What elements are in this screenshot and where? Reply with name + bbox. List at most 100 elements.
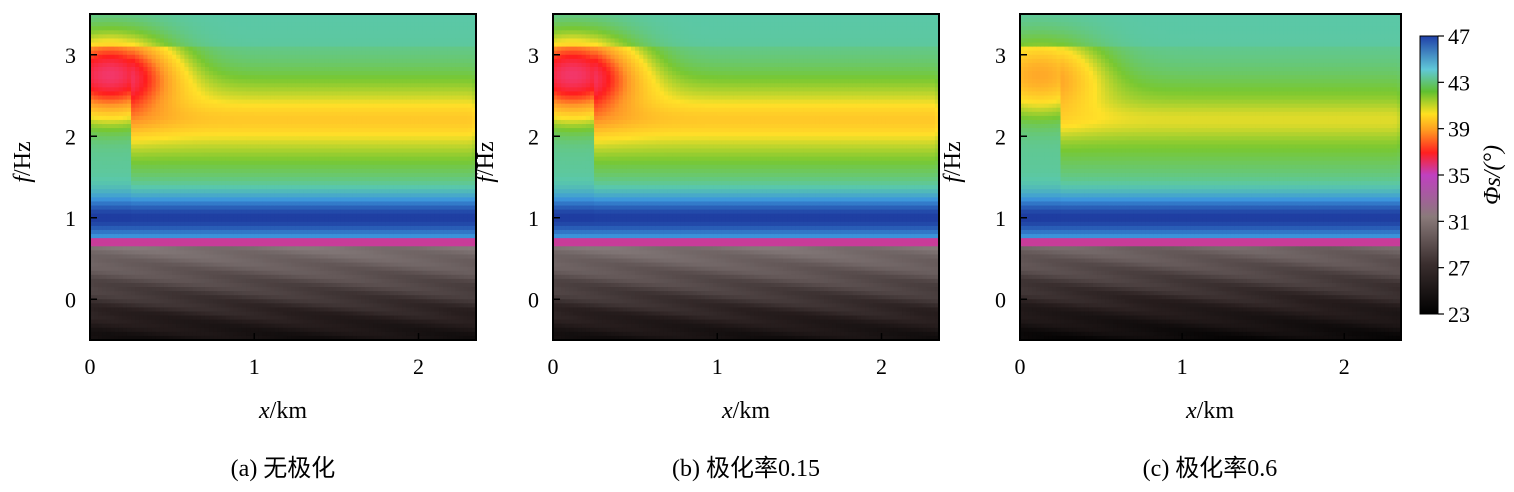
heatmap-cell [324, 291, 329, 296]
heatmap-cell [192, 62, 198, 68]
heatmap-cell [139, 62, 144, 68]
heatmap-cell [209, 71, 214, 76]
heatmap-cell [270, 34, 276, 40]
heatmap-cell [131, 62, 136, 68]
heatmap-cell [254, 140, 259, 145]
heatmap-cell [180, 152, 186, 158]
heatmap-cell [110, 319, 116, 325]
heatmap-cell [151, 54, 157, 60]
heatmap-cell [233, 91, 239, 97]
heatmap-cell [94, 152, 99, 158]
heatmap-cell [155, 197, 161, 203]
heatmap-cell [274, 156, 280, 162]
heatmap-cell [213, 140, 218, 145]
heatmap-cell [295, 189, 301, 194]
heatmap-cell [172, 136, 177, 141]
heatmap-cell [266, 107, 272, 113]
heatmap-cell [295, 22, 301, 27]
heatmap-cell [332, 66, 337, 72]
heatmap-cell [229, 42, 235, 48]
heatmap-cell [295, 319, 301, 325]
heatmap-cell [118, 177, 124, 182]
heatmap-cell [340, 115, 346, 121]
heatmap-cell [233, 103, 239, 109]
heatmap-cell [336, 75, 342, 80]
heatmap-cell [135, 311, 140, 317]
heatmap-cell [180, 197, 186, 203]
heatmap-cell [131, 148, 136, 154]
heatmap-cell [283, 266, 288, 272]
heatmap-cell [209, 87, 214, 93]
heatmap-cell [135, 42, 140, 48]
heatmap-cell [159, 291, 165, 296]
heatmap-cell [287, 229, 292, 235]
heatmap-cell [204, 335, 210, 341]
heatmap-cell [172, 315, 177, 321]
heatmap-cell [192, 79, 198, 84]
heatmap-cell [340, 91, 346, 97]
heatmap-cell [98, 291, 103, 296]
heatmap-cell [311, 87, 317, 93]
heatmap-cell [180, 246, 186, 251]
heatmap-cell [114, 99, 120, 105]
heatmap-cell [344, 75, 350, 80]
heatmap-cell [135, 115, 140, 121]
heatmap-cell [328, 75, 333, 80]
heatmap-cell [311, 18, 317, 23]
heatmap-cell [131, 46, 136, 52]
heatmap-cell [336, 299, 342, 304]
heatmap-cell [283, 291, 288, 296]
heatmap-cell [94, 160, 99, 166]
heatmap-cell [295, 66, 301, 72]
heatmap-cell [328, 197, 333, 203]
heatmap-cell [192, 274, 198, 280]
heatmap-cell [274, 311, 280, 317]
heatmap-cell [126, 54, 132, 60]
heatmap-cell [155, 246, 161, 251]
heatmap-cell [340, 58, 346, 64]
heatmap-cell [270, 111, 276, 117]
heatmap-cell [299, 331, 305, 337]
heatmap-cell [90, 30, 95, 35]
heatmap-cell [250, 95, 255, 101]
heatmap-cell [262, 30, 268, 35]
heatmap-cell [270, 254, 276, 260]
heatmap-cell [176, 287, 181, 292]
heatmap-cell [200, 38, 206, 44]
heatmap-cell [98, 278, 103, 284]
heatmap-cell [200, 71, 206, 76]
heatmap-cell [254, 71, 259, 76]
heatmap-cell [340, 262, 346, 268]
heatmap-cell [200, 172, 206, 178]
heatmap-cell [311, 128, 317, 133]
heatmap-cell [135, 307, 140, 313]
heatmap-cell [217, 331, 223, 337]
heatmap-cell [143, 335, 149, 341]
heatmap-cell [192, 262, 198, 268]
heatmap-cell [163, 197, 169, 203]
heatmap-cell [336, 111, 342, 117]
heatmap-cell [209, 26, 214, 31]
heatmap-cell [237, 160, 243, 166]
heatmap-cell [143, 234, 149, 239]
heatmap-cell [151, 172, 157, 178]
heatmap-cell [262, 119, 268, 125]
heatmap-cell [131, 107, 136, 113]
heatmap-cell [143, 291, 149, 296]
heatmap-cell [213, 287, 218, 292]
heatmap-cell [204, 197, 210, 203]
heatmap-cell [241, 177, 247, 182]
heatmap-cell [250, 335, 255, 341]
heatmap-cell [303, 22, 309, 27]
heatmap-cell [250, 323, 255, 329]
heatmap-cell [180, 124, 186, 129]
heatmap-cell [98, 242, 103, 247]
heatmap-cell [278, 234, 284, 239]
heatmap-cell [155, 91, 161, 97]
heatmap-cell [98, 181, 103, 186]
heatmap-cell [192, 115, 198, 121]
heatmap-cell [241, 140, 247, 145]
heatmap-cell [336, 30, 342, 35]
heatmap-cell [299, 172, 305, 178]
heatmap-cell [258, 282, 264, 288]
